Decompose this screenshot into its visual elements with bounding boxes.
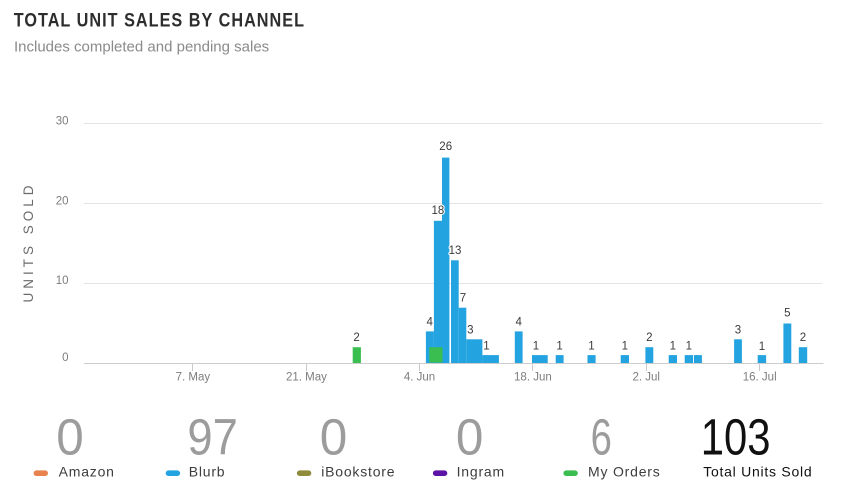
svg-text:My Orders: My Orders xyxy=(588,464,661,480)
svg-text:1: 1 xyxy=(622,341,628,353)
svg-text:21. May: 21. May xyxy=(286,372,327,384)
svg-text:10: 10 xyxy=(56,275,69,287)
svg-text:0: 0 xyxy=(56,409,84,466)
svg-text:Ingram: Ingram xyxy=(457,464,505,480)
svg-text:4: 4 xyxy=(515,317,522,329)
svg-text:2: 2 xyxy=(646,332,652,344)
svg-text:1: 1 xyxy=(483,341,489,353)
svg-text:Total Units Sold: Total Units Sold xyxy=(703,464,812,480)
svg-text:30: 30 xyxy=(56,116,69,128)
svg-text:1: 1 xyxy=(556,341,562,353)
svg-text:13: 13 xyxy=(449,245,462,257)
svg-text:3: 3 xyxy=(735,325,741,337)
svg-text:1: 1 xyxy=(670,341,676,353)
svg-text:UNITS SOLD: UNITS SOLD xyxy=(21,181,36,302)
svg-text:Blurb: Blurb xyxy=(189,464,226,480)
svg-text:7: 7 xyxy=(460,292,466,304)
svg-text:103: 103 xyxy=(701,409,771,466)
svg-text:1: 1 xyxy=(686,341,692,353)
svg-text:4: 4 xyxy=(426,317,433,329)
svg-text:6: 6 xyxy=(591,408,612,466)
svg-text:2: 2 xyxy=(800,332,806,344)
svg-text:Includes completed and pending: Includes completed and pending sales xyxy=(14,38,269,55)
svg-text:4. Jun: 4. Jun xyxy=(404,372,435,384)
svg-text:0: 0 xyxy=(456,409,484,466)
svg-text:1: 1 xyxy=(588,341,594,353)
svg-text:1: 1 xyxy=(533,341,539,353)
svg-text:1: 1 xyxy=(759,341,765,353)
svg-text:TOTAL UNIT SALES BY CHANNEL: TOTAL UNIT SALES BY CHANNEL xyxy=(14,9,305,31)
svg-text:97: 97 xyxy=(187,409,237,466)
svg-text:2. Jul: 2. Jul xyxy=(632,372,660,384)
svg-text:18. Jun: 18. Jun xyxy=(514,372,552,384)
svg-text:0: 0 xyxy=(62,352,68,364)
svg-text:18: 18 xyxy=(432,205,445,217)
svg-text:2: 2 xyxy=(353,332,359,344)
svg-text:26: 26 xyxy=(439,141,452,153)
svg-text:7. May: 7. May xyxy=(176,372,211,384)
svg-text:16. Jul: 16. Jul xyxy=(743,372,777,384)
svg-text:Amazon: Amazon xyxy=(59,464,115,480)
svg-text:3: 3 xyxy=(467,325,473,337)
svg-text:0: 0 xyxy=(320,409,348,466)
svg-text:20: 20 xyxy=(56,195,69,207)
svg-text:iBookstore: iBookstore xyxy=(321,464,395,480)
svg-text:5: 5 xyxy=(784,308,790,320)
